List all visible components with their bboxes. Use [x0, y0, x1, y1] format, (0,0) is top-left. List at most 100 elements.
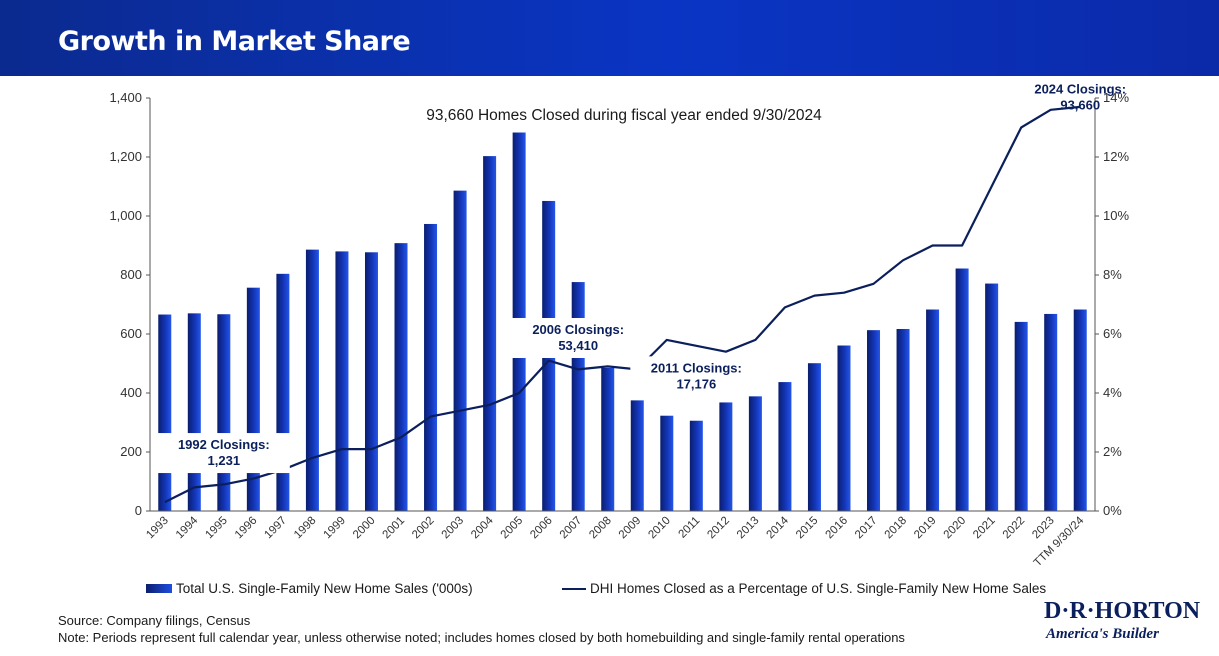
bar-2020	[955, 268, 969, 511]
y-right-tick-label: 12%	[1103, 149, 1129, 164]
y-right-tick-label: 14%	[1103, 90, 1129, 105]
x-tick-label: 1999	[321, 515, 348, 542]
y-left-tick-label: 600	[120, 326, 142, 341]
annotation-line2: 53,410	[558, 338, 598, 353]
bar-2007	[571, 282, 585, 511]
footnote: Note: Periods represent full calendar ye…	[58, 630, 905, 645]
bar-2008	[601, 367, 615, 511]
x-tick-label: 2010	[646, 515, 673, 542]
x-tick-label: 2013	[735, 515, 762, 542]
page-title: Growth in Market Share	[58, 26, 411, 57]
axes	[149, 98, 1096, 512]
bar-2002	[424, 223, 438, 511]
x-tick-label: 1998	[292, 515, 319, 542]
annotation-line1: 2006 Closings:	[532, 322, 624, 337]
y-left-tick-label: 800	[120, 267, 142, 282]
annotation-line2: 17,176	[676, 376, 716, 391]
source-note: Source: Company filings, Census	[58, 613, 251, 628]
line-series	[164, 105, 1081, 504]
x-tick-label: 2009	[617, 515, 644, 542]
y-left-tick-label: 0	[135, 503, 142, 518]
bar-1994	[187, 313, 201, 511]
x-axis: 1993 1994 1995 1996 1997 1998 1999 2000 2001 2002…	[144, 514, 1086, 569]
x-tick-label: 2015	[794, 515, 821, 542]
x-tick-label: 1996	[233, 515, 260, 542]
x-tick-label: 2020	[942, 515, 969, 542]
legend-line: DHI Homes Closed as a Percentage of U.S.…	[562, 581, 1046, 596]
x-tick-label: 1994	[174, 514, 201, 541]
x-tick-label: 1993	[144, 515, 171, 542]
y-right-tick-label: 6%	[1103, 326, 1122, 341]
bar-2018	[896, 328, 910, 511]
annotation-line1: 1992 Closings:	[178, 437, 270, 452]
x-tick-label: 2019	[912, 515, 939, 542]
bar-2003	[453, 190, 467, 511]
legend-bars: Total U.S. Single-Family New Home Sales …	[146, 581, 473, 596]
bar-1993	[158, 314, 172, 511]
x-tick-label: 1997	[262, 515, 289, 542]
y-axis-left: 0 200 400 600 800 1,000 1,200 1,400	[109, 90, 150, 518]
bar-2009	[630, 400, 644, 511]
bar-2022	[1014, 321, 1028, 511]
bar-2001	[394, 243, 408, 511]
annotation-line1: 2024 Closings:	[1034, 82, 1126, 97]
y-left-tick-label: 1,400	[109, 90, 142, 105]
annotation-box	[157, 433, 290, 474]
x-tick-label: 2011	[676, 515, 702, 541]
x-tick-label: 2017	[853, 515, 880, 542]
x-tick-label: 2003	[440, 515, 467, 542]
bar-1995	[217, 314, 231, 511]
company-tagline: America's Builder	[1046, 626, 1159, 642]
annotation-line2: 1,231	[208, 453, 241, 468]
legend-line-swatch	[562, 587, 586, 590]
legend-line-label: DHI Homes Closed as a Percentage of U.S.…	[590, 581, 1047, 596]
annotation-box	[630, 356, 763, 397]
y-left-tick-label: 1,200	[109, 149, 142, 164]
annotation-line1: 2011 Closings:	[651, 360, 742, 375]
x-tick-label: 2004	[469, 514, 496, 541]
y-right-tick-label: 8%	[1103, 267, 1122, 282]
annotation-line2: 93,660	[1060, 98, 1100, 113]
legend-bar-swatch	[146, 584, 172, 593]
x-tick-label: 2008	[587, 515, 614, 542]
x-tick-label: 1995	[203, 515, 230, 542]
x-tick-label: 2018	[883, 515, 910, 542]
bar-2011	[689, 420, 703, 511]
bar-1999	[335, 251, 349, 511]
x-tick-label: 2021	[971, 515, 998, 542]
x-tick-label: 2001	[381, 515, 408, 542]
x-tick-label: 2014	[764, 514, 791, 541]
y-left-tick-label: 1,000	[109, 208, 142, 223]
x-tick-label: 2012	[705, 515, 732, 542]
y-right-tick-label: 0%	[1103, 503, 1122, 518]
x-tick-label: 2023	[1030, 515, 1057, 542]
bar-2019	[926, 309, 940, 511]
chart-title: 93,660 Homes Closed during fiscal year e…	[426, 107, 822, 124]
annotations: 1992 Closings:1,231 2006 Closings:53,410 2…	[157, 82, 1126, 474]
y-right-tick-label: 2%	[1103, 444, 1122, 459]
bar-1997	[276, 273, 290, 511]
x-tick-label: 2007	[558, 515, 585, 542]
bar-2016	[837, 345, 851, 511]
x-tick-label: 2016	[824, 515, 851, 542]
bar-2021	[985, 283, 999, 511]
header-banner: Growth in Market Share	[0, 0, 1219, 76]
bar-2014	[778, 382, 792, 511]
bar-1998	[305, 249, 319, 511]
x-tick-label: 2022	[1001, 515, 1028, 542]
bar-2015	[807, 363, 821, 511]
annotation-box	[512, 318, 645, 358]
legend-bar-label: Total U.S. Single-Family New Home Sales …	[176, 581, 473, 596]
bar-2004	[483, 156, 497, 511]
y-right-tick-label: 4%	[1103, 385, 1122, 400]
x-tick-label: 2002	[410, 515, 437, 542]
x-tick-label: 2006	[528, 515, 555, 542]
bar-2017	[867, 330, 881, 511]
y-axis-right: 0% 2% 4% 6% 8% 10% 12% 14%	[1095, 90, 1129, 518]
y-left-tick-label: 400	[120, 385, 142, 400]
x-tick-label: 2000	[351, 515, 378, 542]
dhi-percentage-line	[164, 105, 1081, 504]
bar-2000	[364, 252, 378, 511]
y-right-tick-label: 10%	[1103, 208, 1129, 223]
bar-TTM 9/30/24	[1073, 309, 1087, 511]
